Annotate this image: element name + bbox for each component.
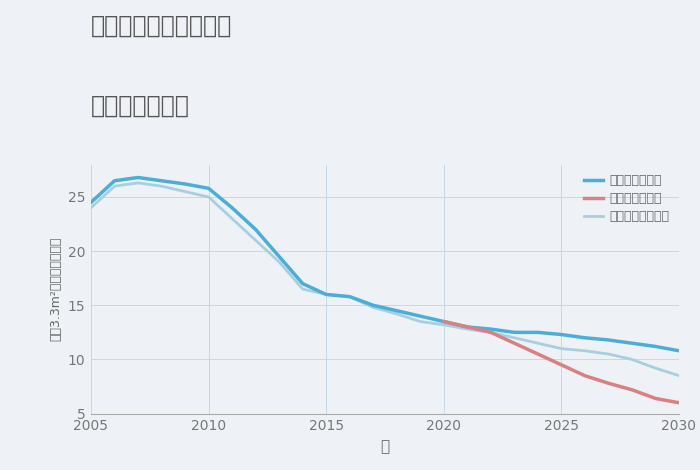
X-axis label: 年: 年	[380, 439, 390, 454]
Legend: グッドシナリオ, バッドシナリオ, ノーマルシナリオ: グッドシナリオ, バッドシナリオ, ノーマルシナリオ	[580, 171, 673, 227]
Text: 土地の価格推移: 土地の価格推移	[91, 94, 190, 118]
Y-axis label: 坪（3.3m²）単価（万円）: 坪（3.3m²）単価（万円）	[49, 237, 62, 341]
Text: 三重県伊賀市下川原の: 三重県伊賀市下川原の	[91, 14, 232, 38]
